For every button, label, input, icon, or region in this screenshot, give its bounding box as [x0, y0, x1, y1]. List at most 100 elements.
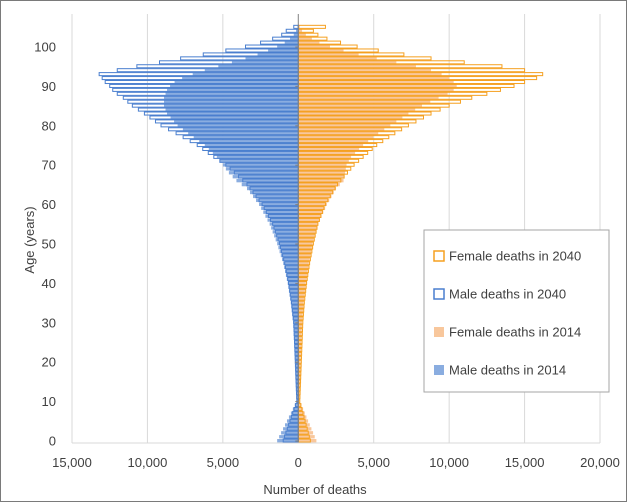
male-2014-bar [287, 281, 299, 285]
female-2014-bar [298, 407, 304, 411]
female-2014-bar [298, 431, 314, 435]
male-2014-bar [236, 178, 299, 183]
female-2014-bar [298, 52, 359, 57]
male-2014-bar [228, 171, 299, 175]
female-2014-bar [298, 336, 302, 340]
female-2014-bar [298, 395, 300, 400]
female-2014-bar [298, 186, 336, 191]
female-2014-bar [298, 37, 312, 41]
male-2014-bar [286, 277, 299, 281]
female-2014-bar [298, 316, 303, 321]
female-2014-bar [298, 265, 309, 270]
female-2040-bar [297, 24, 326, 29]
male-2014-bar [193, 135, 299, 139]
male-2014-bar [208, 147, 299, 151]
male-2014-bar [283, 427, 299, 431]
y-axis-title: Age (years) [22, 206, 37, 273]
female-2014-bar [298, 190, 334, 195]
male-2014-bar [225, 167, 299, 171]
male-2014-bar [296, 391, 299, 396]
male-2014-bar [281, 257, 299, 262]
male-2014-bar [261, 206, 299, 210]
male-2014-bar [284, 41, 299, 45]
male-2014-bar [292, 312, 299, 317]
male-2014-bar [292, 316, 299, 321]
female-2014-bar [298, 301, 304, 305]
x-tick-label: 5,000 [357, 455, 390, 470]
female-2014-bar [298, 163, 347, 167]
female-2014-bar [298, 131, 379, 136]
female-2014-bar [298, 364, 301, 368]
male-2014-bar [204, 143, 299, 147]
male-2014-bar [257, 52, 299, 57]
female-2014-bar [298, 112, 409, 116]
female-2014-bar [298, 182, 340, 187]
male-2014-bar [284, 265, 299, 270]
x-tick-label: 0 [295, 455, 302, 470]
male-2014-bar [278, 245, 299, 250]
male-2014-bar [212, 151, 299, 155]
male-2014-bar [253, 194, 299, 199]
bars-2014 [164, 25, 457, 443]
female-2014-bar [298, 309, 303, 313]
male-2014-bar [289, 37, 299, 41]
male-2014-bar [288, 285, 299, 289]
legend-swatch [433, 250, 445, 262]
female-2014-bar [298, 372, 301, 376]
female-2014-bar [298, 104, 422, 108]
female-2014-bar [298, 253, 311, 258]
y-tick-label: 0 [49, 434, 56, 449]
female-2014-bar [298, 281, 306, 285]
female-2014-bar [298, 312, 303, 317]
male-2014-bar [295, 356, 299, 360]
y-tick-label: 40 [42, 276, 56, 291]
x-tick-label: 15,000 [52, 455, 92, 470]
male-2014-bar [296, 383, 299, 388]
female-2014-bar [298, 167, 346, 171]
female-2014-bar [298, 230, 316, 234]
male-2014-bar [294, 348, 299, 352]
legend: Female deaths in 2040 Male deaths in 2040… [423, 229, 610, 393]
female-2014-bar [298, 123, 391, 128]
male-2014-bar [188, 131, 299, 136]
male-2014-bar [263, 210, 299, 214]
female-2014-bar [298, 277, 307, 281]
male-2014-bar [295, 372, 299, 376]
female-2014-bar [298, 360, 301, 364]
y-tick-label: 100 [34, 40, 56, 55]
y-tick-label: 10 [42, 394, 56, 409]
male-2014-bar [216, 155, 299, 159]
female-2014-bar [298, 178, 344, 183]
male-2014-bar [256, 198, 299, 203]
male-2014-bar [245, 56, 299, 61]
legend-box [423, 229, 610, 393]
male-2014-bar [219, 159, 299, 163]
male-2014-bar [289, 293, 299, 297]
legend-swatch [434, 327, 444, 337]
legend-label: Male deaths in 2040 [449, 287, 566, 302]
male-2014-bar [293, 336, 299, 340]
male-2014-bar [293, 332, 299, 336]
male-2014-bar [199, 139, 299, 143]
male-2014-bar [222, 163, 299, 167]
male-2014-bar [296, 387, 299, 392]
female-2014-bar [298, 340, 302, 344]
x-tick-label: 10,000 [128, 455, 168, 470]
female-2014-bar [298, 64, 416, 69]
female-2014-bar [298, 293, 305, 297]
male-2014-bar [277, 45, 299, 49]
male-2014-bar [182, 76, 299, 80]
female-2014-bar [298, 257, 310, 262]
male-2014-bar [167, 88, 299, 92]
male-2014-bar [231, 60, 299, 65]
female-2014-bar [298, 84, 457, 88]
male-2014-bar [272, 230, 299, 234]
male-2014-bar [281, 431, 299, 435]
female-2014-bar [298, 218, 320, 222]
female-2014-bar [298, 198, 330, 203]
male-2014-bar [296, 29, 299, 33]
female-2014-bar [298, 29, 303, 33]
y-tick-label: 80 [42, 118, 56, 133]
male-2014-bar [170, 115, 299, 120]
female-2014-bar [298, 72, 442, 76]
